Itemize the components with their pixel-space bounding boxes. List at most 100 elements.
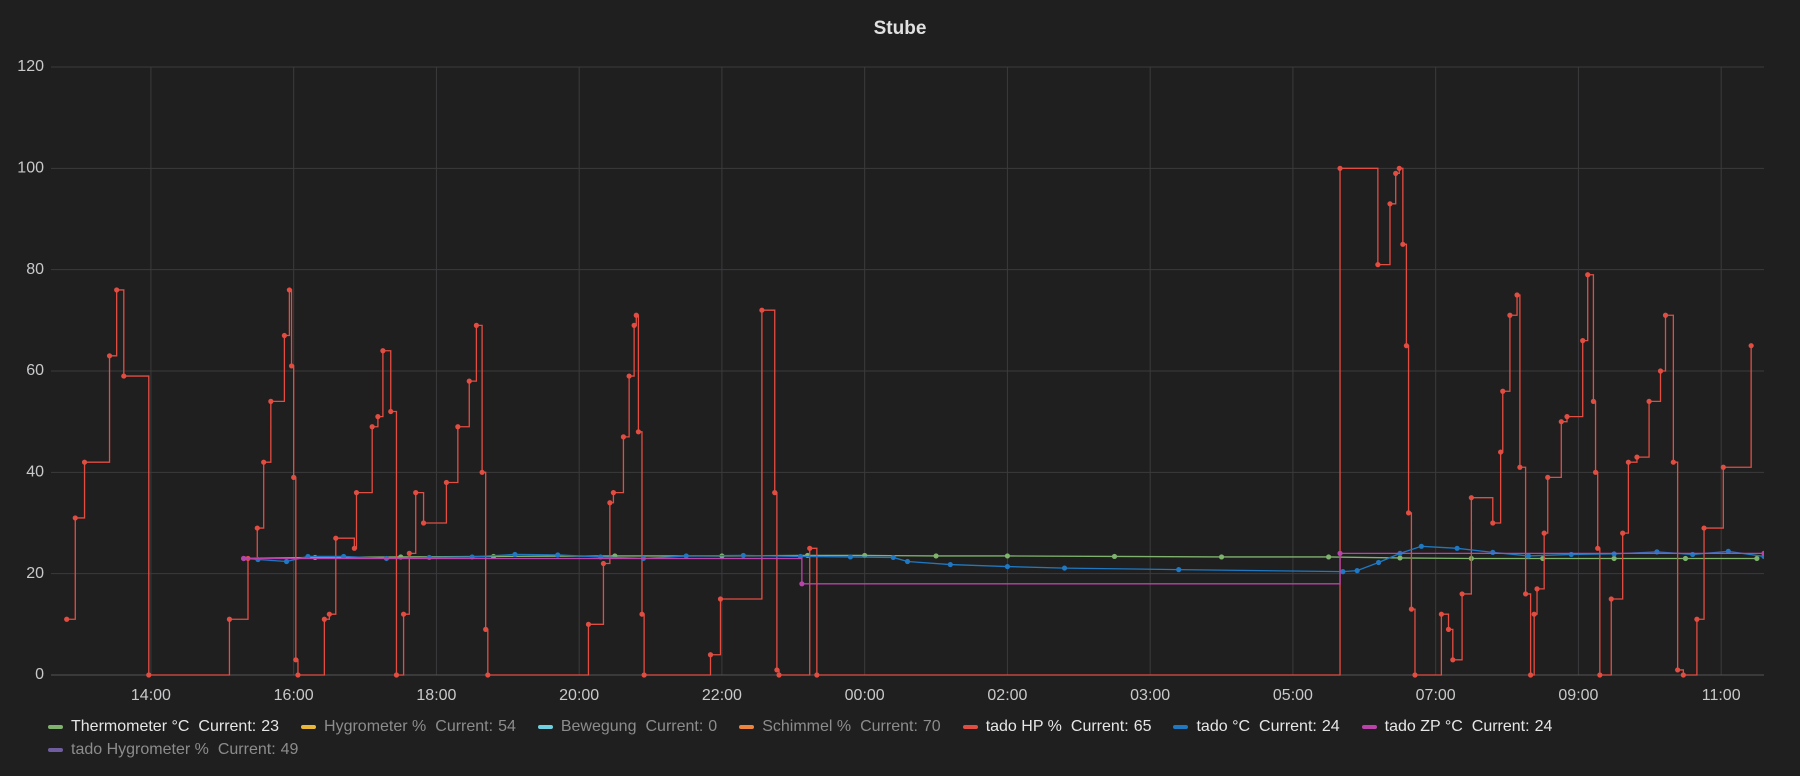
data-point bbox=[241, 555, 247, 562]
data-point bbox=[1597, 672, 1603, 678]
data-point bbox=[1396, 165, 1402, 171]
legend-item[interactable]: Bewegung Current: 0 bbox=[537, 718, 718, 736]
data-point bbox=[1541, 530, 1547, 536]
data-point bbox=[388, 408, 394, 415]
legend-name: tado Hygrometer % bbox=[71, 741, 209, 758]
data-point bbox=[1558, 419, 1564, 425]
y-tick-label: 0 bbox=[35, 666, 44, 683]
data-point bbox=[1568, 551, 1574, 558]
data-point bbox=[707, 652, 714, 658]
legend-item[interactable]: tado ZP °C Current: 24 bbox=[1361, 718, 1552, 736]
legend-value-label: Current: bbox=[217, 741, 276, 758]
data-point bbox=[1748, 343, 1754, 349]
series-line bbox=[66, 167, 1752, 676]
y-tick-label: 20 bbox=[26, 565, 44, 582]
data-point bbox=[406, 550, 412, 557]
data-point bbox=[281, 332, 287, 339]
data-point bbox=[341, 553, 347, 560]
data-point bbox=[254, 525, 260, 531]
data-point bbox=[1354, 568, 1360, 574]
data-point bbox=[293, 657, 299, 663]
chart: Stube 0 20 40 60 80 100 120 14:00 16:00 18:00 20:0… bbox=[17, 18, 1764, 704]
legend-name: Schimmel % bbox=[762, 718, 852, 735]
data-point bbox=[1592, 469, 1599, 475]
data-point bbox=[904, 558, 911, 565]
data-point bbox=[121, 373, 127, 379]
y-tick-label: 40 bbox=[26, 464, 44, 481]
legend-name: Bewegung bbox=[560, 718, 637, 735]
data-point bbox=[1405, 510, 1412, 516]
x-tick-label: 07:00 bbox=[1416, 687, 1456, 704]
data-point bbox=[1218, 554, 1225, 560]
data-point bbox=[1754, 555, 1760, 562]
data-point bbox=[1337, 550, 1343, 557]
data-point bbox=[1507, 312, 1513, 318]
data-point bbox=[255, 556, 261, 563]
data-point bbox=[288, 363, 295, 369]
x-tick-label: 16:00 bbox=[274, 687, 314, 704]
data-point bbox=[380, 348, 386, 354]
data-point bbox=[1450, 657, 1456, 663]
data-point bbox=[610, 490, 617, 496]
legend-item[interactable]: tado °C Current: 24 bbox=[1173, 718, 1340, 736]
data-point bbox=[1061, 565, 1068, 571]
legend: Thermometer °C Current: 23 Hygrometer % Curr… bbox=[48, 718, 1768, 759]
legend-name: Hygrometer % bbox=[324, 718, 427, 735]
data-point bbox=[283, 558, 290, 565]
x-tick-label: 20:00 bbox=[559, 687, 599, 704]
legend-item[interactable]: tado HP % Current: 65 bbox=[962, 718, 1151, 736]
data-point bbox=[1690, 551, 1696, 558]
data-point bbox=[1580, 338, 1586, 344]
data-point bbox=[1670, 459, 1676, 465]
data-point bbox=[473, 322, 479, 328]
data-point bbox=[321, 616, 327, 622]
data-point bbox=[1387, 201, 1393, 207]
data-point bbox=[512, 551, 518, 558]
data-point bbox=[393, 672, 400, 678]
x-tick-label: 09:00 bbox=[1558, 687, 1598, 704]
legend-value-label: Current: bbox=[860, 718, 918, 735]
x-tick-label: 22:00 bbox=[702, 687, 742, 704]
data-point bbox=[375, 414, 381, 420]
data-point bbox=[400, 611, 407, 617]
data-point bbox=[312, 554, 318, 561]
data-point bbox=[226, 616, 233, 622]
data-point bbox=[1662, 312, 1669, 318]
legend-item[interactable]: Hygrometer % Current: 54 bbox=[301, 718, 516, 736]
data-point bbox=[305, 553, 311, 560]
data-point bbox=[1403, 343, 1410, 349]
data-point bbox=[620, 434, 627, 440]
x-tick-label: 05:00 bbox=[1273, 687, 1313, 704]
legend-swatch bbox=[1173, 725, 1189, 729]
data-point bbox=[1375, 559, 1382, 566]
data-point bbox=[776, 672, 782, 678]
legend-swatch bbox=[1361, 725, 1377, 729]
legend-swatch bbox=[301, 725, 317, 729]
data-point bbox=[81, 459, 88, 465]
legend-item[interactable]: Schimmel % Current: 70 bbox=[739, 718, 941, 736]
data-point bbox=[479, 469, 485, 475]
data-point bbox=[1375, 262, 1381, 268]
data-point bbox=[1675, 667, 1681, 673]
legend-current: 0 bbox=[708, 718, 718, 735]
data-point bbox=[261, 459, 267, 465]
y-tick-label: 100 bbox=[17, 160, 44, 177]
data-point bbox=[641, 672, 647, 678]
legend-name: tado °C bbox=[1196, 718, 1251, 735]
legend-item[interactable]: tado Hygrometer % Current: 49 bbox=[48, 741, 298, 759]
data-point bbox=[1585, 272, 1591, 278]
data-point bbox=[1004, 563, 1011, 570]
data-point bbox=[1720, 464, 1726, 470]
x-tick-label: 14:00 bbox=[131, 687, 171, 704]
data-point bbox=[1111, 553, 1118, 560]
legend-item[interactable]: Thermometer °C Current: 23 bbox=[48, 718, 279, 736]
legend-current: 24 bbox=[1321, 718, 1340, 735]
data-point bbox=[106, 353, 113, 359]
data-point bbox=[1545, 474, 1551, 480]
data-point bbox=[1595, 545, 1601, 551]
data-point bbox=[1590, 398, 1597, 404]
data-point bbox=[333, 535, 339, 541]
data-point bbox=[631, 322, 637, 328]
data-point bbox=[1682, 555, 1689, 562]
data-point bbox=[483, 626, 489, 633]
